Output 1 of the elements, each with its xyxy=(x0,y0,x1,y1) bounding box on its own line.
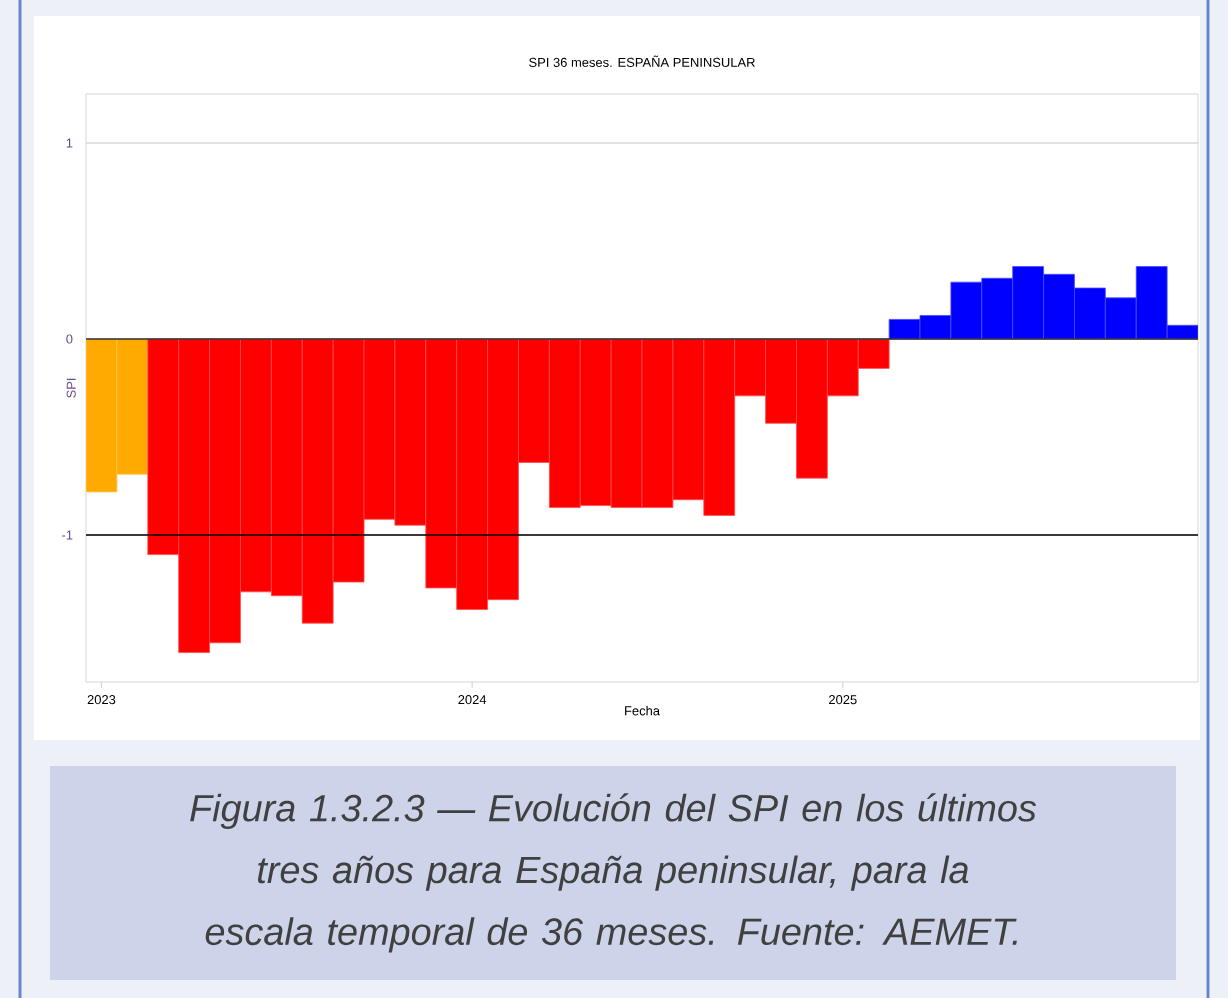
text: Figura 1.3.2.3 — Evolución del SPI en los últimos tres años para España peninsular, para la escala temporal de 36 meses. Fuente: AEMET. xyxy=(190,793,1037,953)
